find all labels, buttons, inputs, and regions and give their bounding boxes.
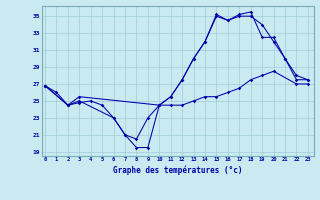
X-axis label: Graphe des températures (°c): Graphe des températures (°c) [113,165,242,175]
